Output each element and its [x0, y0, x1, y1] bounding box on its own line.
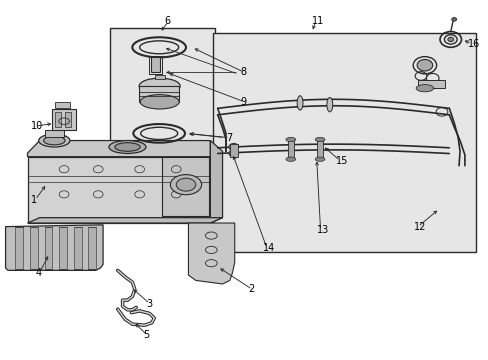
Bar: [30, 226, 38, 269]
Ellipse shape: [140, 95, 179, 109]
Text: 2: 2: [248, 284, 254, 294]
Text: 16: 16: [467, 39, 479, 49]
Bar: [65, 112, 71, 127]
Ellipse shape: [170, 175, 201, 195]
Bar: [149, 56, 161, 74]
Text: 7: 7: [225, 133, 232, 143]
Bar: [15, 226, 23, 269]
Bar: [212, 33, 475, 252]
Bar: [151, 57, 159, 72]
Text: 14: 14: [263, 243, 275, 253]
Ellipse shape: [416, 59, 432, 71]
Polygon shape: [27, 218, 222, 223]
Bar: [44, 226, 52, 269]
Bar: [88, 226, 96, 269]
Text: 1: 1: [31, 195, 38, 205]
Text: 8: 8: [240, 67, 246, 77]
Ellipse shape: [285, 157, 295, 161]
Bar: [59, 226, 67, 269]
Polygon shape: [210, 140, 222, 223]
Polygon shape: [5, 225, 103, 270]
Polygon shape: [27, 157, 210, 223]
Text: 9: 9: [240, 97, 246, 107]
Bar: [317, 139, 323, 159]
Ellipse shape: [43, 136, 65, 145]
Text: 11: 11: [311, 17, 324, 27]
Ellipse shape: [285, 137, 295, 141]
Text: 3: 3: [146, 299, 152, 309]
Ellipse shape: [326, 98, 332, 112]
Bar: [44, 130, 64, 137]
Bar: [139, 86, 179, 102]
Bar: [229, 144, 237, 157]
Ellipse shape: [39, 134, 70, 147]
Ellipse shape: [315, 137, 325, 141]
Bar: [55, 112, 61, 127]
Text: 13: 13: [316, 225, 328, 235]
Ellipse shape: [315, 157, 325, 161]
Text: 5: 5: [143, 330, 149, 340]
Bar: [417, 80, 444, 88]
Ellipse shape: [447, 37, 453, 41]
Ellipse shape: [109, 140, 146, 153]
Bar: [155, 75, 164, 79]
Text: 12: 12: [413, 222, 426, 231]
Ellipse shape: [140, 41, 178, 54]
Ellipse shape: [141, 127, 177, 139]
Ellipse shape: [228, 143, 238, 150]
Ellipse shape: [228, 150, 238, 157]
Polygon shape: [188, 223, 234, 284]
Text: 15: 15: [335, 156, 348, 166]
Bar: [161, 157, 209, 216]
Text: 10: 10: [31, 121, 43, 131]
Ellipse shape: [115, 143, 140, 151]
Bar: [55, 102, 70, 108]
Ellipse shape: [139, 78, 180, 94]
Bar: [74, 226, 81, 269]
Text: 6: 6: [164, 17, 170, 27]
Ellipse shape: [176, 178, 195, 191]
Bar: [287, 139, 293, 159]
Polygon shape: [27, 140, 210, 157]
Text: 4: 4: [36, 267, 42, 278]
Bar: [110, 28, 215, 148]
Ellipse shape: [297, 96, 303, 110]
Ellipse shape: [415, 85, 433, 92]
Bar: [52, 109, 76, 130]
Ellipse shape: [451, 18, 456, 21]
